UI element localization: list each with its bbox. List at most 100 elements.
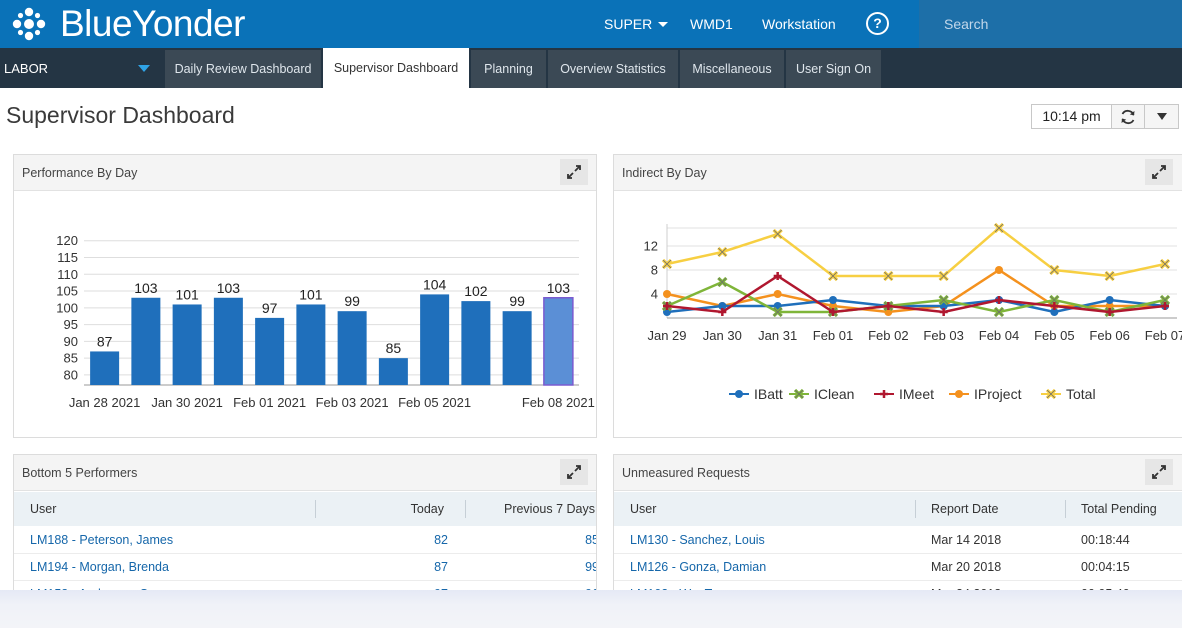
refresh-icon (1121, 109, 1135, 124)
help-icon[interactable]: ? (866, 12, 889, 35)
user-menu-label: SUPER (604, 16, 653, 32)
x-tick-label: Feb 06 (1089, 328, 1129, 343)
bar-feb-07-2021 (502, 311, 532, 385)
bar-feb-01-2021 (255, 317, 285, 385)
point-total-outline (773, 229, 782, 239)
column-header-total-pending[interactable]: Total Pending (1081, 502, 1157, 516)
today-value[interactable]: 82 (434, 533, 448, 547)
tab-daily-review-dashboard[interactable]: Daily Review Dashboard (165, 50, 321, 88)
point-total-outline (1050, 265, 1059, 275)
point-ibatt (718, 302, 727, 310)
user-menu[interactable]: SUPER (604, 0, 669, 48)
column-header-today[interactable]: Today (410, 502, 444, 516)
bottom-5-performers-panel: Bottom 5 Performers User Today Previous … (13, 454, 597, 604)
point-imeet (884, 302, 893, 310)
x-tick-label: Jan 29 (647, 328, 686, 343)
bar-value-label: 99 (344, 293, 360, 309)
x-tick-label: Jan 30 2021 (151, 395, 223, 410)
previous-7-days-value[interactable]: 85 (585, 533, 596, 547)
y-tick-label: 115 (57, 250, 78, 265)
warehouse-link[interactable]: WMD1 (690, 0, 733, 48)
y-tick-label: 100 (56, 300, 78, 315)
y-tick-label: 95 (64, 317, 78, 332)
workstation-label: Workstation (762, 16, 836, 32)
user-link[interactable]: LM194 - Morgan, Brenda (30, 560, 169, 574)
current-time: 10:14 pm (1031, 104, 1112, 129)
expand-button[interactable] (1145, 159, 1173, 185)
point-total-outline (884, 271, 893, 281)
performance-by-day-panel: Performance By Day 80 85 90 95 100 105 110 115 1… (13, 154, 597, 438)
bar-jan-29-2021 (131, 297, 161, 385)
panel-title: Bottom 5 Performers (22, 466, 138, 480)
bar-value-label: 101 (175, 286, 199, 302)
point-iproject (995, 266, 1003, 274)
search-box (919, 0, 1182, 48)
column-divider (315, 500, 316, 518)
today-value[interactable]: 87 (434, 560, 448, 574)
top-bar: BlueYonder SUPER WMD1 Workstation ? (0, 0, 1182, 48)
x-tick-label: Feb 05 (1034, 328, 1074, 343)
bar-jan-30-2021 (172, 304, 202, 385)
bar-value-label: 103 (134, 280, 158, 296)
previous-7-days-value[interactable]: 99 (585, 560, 596, 574)
expand-arrows-icon (567, 465, 581, 479)
y-tick-label: 80 (64, 367, 78, 382)
bar-feb-08-2021 (543, 297, 574, 386)
column-header-user[interactable]: User (30, 502, 57, 516)
column-header-report-date[interactable]: Report Date (931, 502, 999, 516)
y-tick-label: 110 (57, 267, 78, 282)
user-link[interactable]: LM126 - Gonza, Damian (630, 560, 767, 574)
legend-label-iproject: IProject (974, 386, 1022, 402)
brand-logo[interactable]: BlueYonder (8, 4, 245, 44)
point-iproject (773, 290, 782, 298)
table-row: LM188 - Peterson, James 82 85 (14, 527, 596, 554)
tab-overview-statistics[interactable]: Overview Statistics (548, 50, 678, 88)
panel-title: Indirect By Day (622, 166, 707, 180)
tab-supervisor-dashboard[interactable]: Supervisor Dashboard (323, 48, 469, 88)
series-line-imeet (666, 274, 1166, 314)
point-iclean-outline (994, 307, 1004, 317)
table-header: User Report Date Total Pending (614, 492, 1182, 526)
y-tick-label: 8 (651, 263, 658, 278)
tab-miscellaneous[interactable]: Miscellaneous (680, 50, 784, 88)
x-tick-label: Feb 03 2021 (316, 395, 389, 410)
workstation-link[interactable]: Workstation (762, 0, 836, 48)
point-iclean-outline (773, 307, 782, 317)
bar-jan-31-2021 (213, 297, 243, 385)
x-tick-label: Jan 28 2021 (69, 395, 141, 410)
point-iclean-outline (939, 295, 948, 305)
bar-feb-03-2021 (337, 311, 367, 385)
panel-title: Performance By Day (22, 166, 138, 180)
panel-header: Indirect By Day (614, 155, 1182, 191)
bar-jan-28-2021 (90, 351, 120, 385)
series-line-total (666, 226, 1166, 278)
tab-planning[interactable]: Planning (471, 50, 546, 88)
x-tick-label: Feb 01 (813, 328, 853, 343)
point-iclean-outline (1050, 295, 1059, 305)
bar-value-label: 87 (97, 333, 113, 349)
column-header-previous-7-days[interactable]: Previous 7 Days (503, 502, 595, 516)
module-dropdown[interactable]: LABOR (0, 48, 165, 88)
expand-button[interactable] (560, 159, 588, 185)
module-label: LABOR (4, 61, 49, 76)
expand-button[interactable] (560, 459, 588, 485)
x-tick-label: Jan 31 (758, 328, 797, 343)
x-tick-label: Feb 04 (979, 328, 1019, 343)
user-link[interactable]: LM130 - Sanchez, Louis (630, 533, 765, 547)
column-divider (1065, 500, 1066, 518)
refresh-button[interactable] (1111, 104, 1145, 129)
search-input[interactable] (919, 0, 1159, 48)
y-tick-label: 120 (56, 233, 78, 248)
tab-user-sign-on[interactable]: User Sign On (786, 50, 881, 88)
expand-button[interactable] (1145, 459, 1173, 485)
total-pending-value: 00:04:15 (1081, 560, 1130, 574)
bar-feb-04-2021 (378, 358, 408, 385)
time-options-button[interactable] (1144, 104, 1179, 129)
legend-marker-total-outline (1046, 389, 1056, 399)
bar-value-label: 97 (262, 300, 278, 316)
column-header-user[interactable]: User (630, 502, 657, 516)
point-total-outline (1160, 259, 1170, 269)
user-link[interactable]: LM188 - Peterson, James (30, 533, 174, 547)
series-line-iclean (666, 280, 1166, 314)
